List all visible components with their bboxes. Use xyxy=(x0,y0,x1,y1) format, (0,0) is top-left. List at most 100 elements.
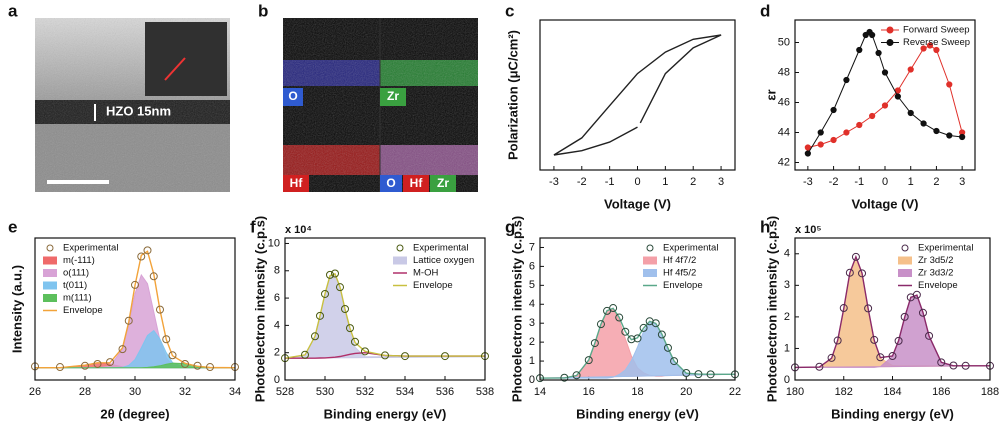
data-point xyxy=(596,320,605,329)
data-point xyxy=(627,335,636,344)
x-tick-label: 34 xyxy=(229,386,241,398)
x-tick-label: -2 xyxy=(829,176,839,188)
x-tick-label: 1 xyxy=(908,176,914,188)
chart: h 180 182 184 186 188 0 1 2 3 4 Binding energy (eV)… xyxy=(760,216,999,422)
legend-label: Hf 4f5/2 xyxy=(663,268,696,279)
x-tick-label: 28 xyxy=(79,386,91,398)
data-point xyxy=(888,352,897,361)
data-point xyxy=(346,324,354,333)
data-point xyxy=(830,106,837,114)
x-axis-label: Binding energy (eV) xyxy=(576,406,699,421)
legend-label: Envelope xyxy=(63,305,103,316)
thickness-label: HZO 15nm xyxy=(106,103,171,118)
data-point xyxy=(856,46,863,54)
data-point xyxy=(311,332,319,341)
x-tick-label: -2 xyxy=(577,176,587,188)
y-tick-label: 0 xyxy=(274,374,280,386)
data-point xyxy=(694,370,703,379)
series-line xyxy=(794,254,990,369)
legend-label: Experimental xyxy=(413,243,468,254)
data-point xyxy=(162,335,171,344)
legend-label: Envelope xyxy=(413,280,453,291)
x-tick-label: 534 xyxy=(396,386,414,398)
data-point xyxy=(206,363,214,372)
x-tick-label: 32 xyxy=(179,386,191,398)
data-point xyxy=(933,127,940,135)
data-point xyxy=(926,42,934,49)
data-point xyxy=(657,330,666,339)
y-tick-label: 42 xyxy=(778,156,790,168)
legend-label: t(011) xyxy=(63,280,87,291)
data-point xyxy=(441,352,449,361)
y-tick-label: 3 xyxy=(529,317,535,329)
plot-frame xyxy=(34,237,236,381)
data-point xyxy=(670,357,679,366)
data-point xyxy=(843,76,850,84)
y-tick-label: 3 xyxy=(784,279,790,291)
legend-label: Experimental xyxy=(63,243,118,254)
data-point xyxy=(93,359,102,368)
data-point xyxy=(839,304,848,313)
data-point xyxy=(830,136,837,144)
data-point xyxy=(870,335,879,344)
data-point xyxy=(845,268,854,277)
x-tick-label: 0 xyxy=(882,176,888,188)
x-tick-label: 182 xyxy=(835,386,853,398)
plot-frame xyxy=(539,237,736,381)
panel-label: f xyxy=(250,217,256,236)
data-point xyxy=(869,112,876,120)
legend-label: Zr 3d3/2 xyxy=(918,268,953,279)
peak-area xyxy=(539,321,736,379)
data-point xyxy=(181,359,189,368)
data-point xyxy=(124,316,133,325)
legend-swatch xyxy=(898,256,912,265)
y-tick-label: 7 xyxy=(529,241,535,253)
data-point xyxy=(862,31,869,39)
data-point xyxy=(827,353,836,362)
y-tick-label: 1 xyxy=(529,355,535,367)
data-point xyxy=(560,373,569,382)
x-axis-label: Voltage (V) xyxy=(604,196,671,211)
data-point xyxy=(143,246,152,255)
data-point xyxy=(925,331,934,340)
map-label: Hf xyxy=(410,176,424,190)
data-point xyxy=(316,311,324,320)
data-point xyxy=(858,269,867,278)
y-axis-label: εr xyxy=(763,89,778,100)
data-point xyxy=(81,361,89,370)
data-point xyxy=(949,361,958,370)
y-tick-label: 5 xyxy=(529,279,535,291)
data-point xyxy=(900,312,909,321)
data-point xyxy=(946,132,953,139)
x-tick-label: -3 xyxy=(803,176,813,188)
data-point xyxy=(918,308,927,317)
x-tick-label: 180 xyxy=(786,386,804,398)
scale-bar xyxy=(47,180,109,184)
map-label: O xyxy=(386,176,395,190)
map-label: Zr xyxy=(387,89,399,103)
legend-swatch xyxy=(901,244,909,252)
peak-area xyxy=(284,274,486,359)
hrtem-inset xyxy=(145,22,227,96)
x-tick-label: 2 xyxy=(933,176,939,188)
data-point xyxy=(137,252,146,261)
x-tick-label: 30 xyxy=(129,386,141,398)
y-tick-label: 0 xyxy=(529,374,535,386)
x-tick-label: 528 xyxy=(276,386,294,398)
data-point xyxy=(572,371,581,380)
data-point xyxy=(609,304,618,313)
x-axis-label: Voltage (V) xyxy=(852,196,919,211)
legend-swatch xyxy=(643,256,657,265)
plot-frame xyxy=(284,237,486,381)
data-point xyxy=(817,129,824,136)
legend-swatch xyxy=(643,269,657,277)
legend-label: Hf 4f7/2 xyxy=(663,255,696,266)
data-point xyxy=(326,270,334,279)
data-point xyxy=(894,336,903,345)
legend-label: Forward Sweep xyxy=(903,25,970,36)
x-tick-label: -3 xyxy=(549,176,559,188)
y-tick-label: 48 xyxy=(778,66,790,78)
x-tick-label: 18 xyxy=(631,386,643,398)
data-point xyxy=(331,269,339,278)
map-tag xyxy=(380,88,406,106)
